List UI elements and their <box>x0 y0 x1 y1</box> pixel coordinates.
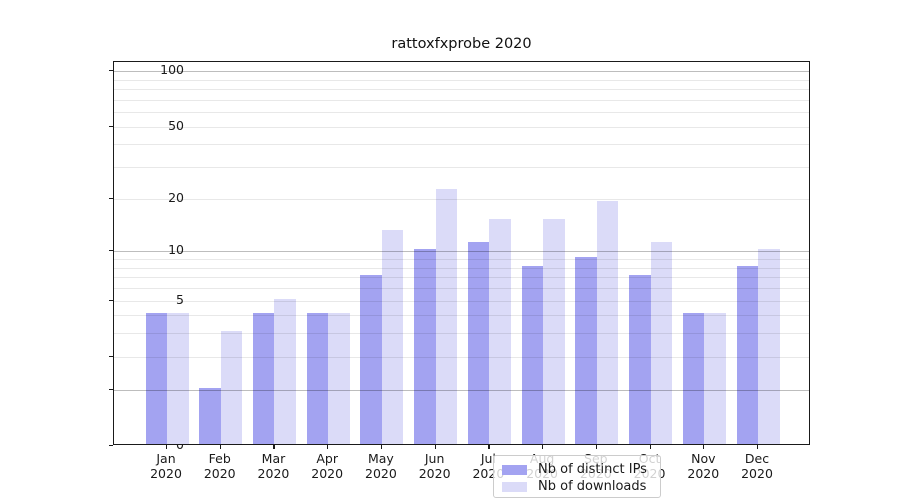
gridline-minor-20 <box>114 198 809 200</box>
gridline-major-1 <box>114 389 809 391</box>
bar-distinct-ips-jan <box>145 313 167 444</box>
gridline-minor-7 <box>114 277 809 279</box>
bar-distinct-ips-nov <box>682 313 705 444</box>
x-axis-tick-label-may: May 2020 <box>365 451 397 481</box>
gridline-minor-5 <box>114 300 809 302</box>
x-axis-tick-mark-sep <box>595 445 598 449</box>
y-axis-tick-label-100: 100 <box>160 62 184 78</box>
bar-distinct-ips-oct <box>629 275 651 444</box>
bar-downloads-aug <box>543 218 565 444</box>
gridline-minor-50 <box>114 126 809 128</box>
x-axis-tick-mark-oct <box>649 445 651 449</box>
bar-distinct-ips-mar <box>252 313 275 444</box>
bar-downloads-may <box>381 229 404 444</box>
legend-swatch-downloads <box>502 481 527 492</box>
bar-distinct-ips-feb <box>199 387 221 444</box>
legend-label-distinct-ips: Nb of distinct IPs <box>538 462 647 477</box>
bar-downloads-jan <box>167 313 189 444</box>
bar-distinct-ips-aug <box>521 265 544 444</box>
bar-distinct-ips-sep <box>575 257 597 444</box>
y-axis-tick-label-0: 0 <box>176 437 184 452</box>
bar-downloads-dec <box>758 249 780 444</box>
x-axis-tick-mark-nov <box>703 445 705 449</box>
x-axis-tick-mark-jun <box>434 445 436 449</box>
gridline-major-10 <box>114 251 809 253</box>
bar-downloads-sep <box>596 200 619 444</box>
gridline-minor-8 <box>114 267 809 269</box>
x-axis-tick-label-apr: Apr 2020 <box>311 451 344 481</box>
y-axis-tick-mark-100 <box>109 70 113 72</box>
x-axis-tick-label-mar: Mar 2020 <box>257 451 290 481</box>
bar-distinct-ips-jul <box>467 242 490 444</box>
bar-downloads-apr <box>328 313 350 444</box>
legend-item-distinct-ips: Nb of distinct IPs <box>502 461 652 478</box>
legend-swatch-distinct-ips <box>502 464 527 475</box>
x-axis-tick-label-jan: Jan 2020 <box>150 451 182 481</box>
y-axis-tick-mark-0 <box>109 445 113 447</box>
gridline-minor-2 <box>114 356 809 358</box>
y-axis-tick-label-10: 10 <box>168 242 184 258</box>
bar-downloads-jul <box>489 218 511 444</box>
bar-distinct-ips-jun <box>414 249 436 444</box>
legend-item-downloads: Nb of downloads <box>502 478 652 495</box>
bars-layer <box>114 62 809 444</box>
bar-distinct-ips-dec <box>736 265 759 444</box>
chart-title: rattoxfxprobe 2020 <box>391 36 532 52</box>
x-axis-tick-label-nov: Nov 2020 <box>687 451 720 481</box>
bar-downloads-nov <box>704 313 726 444</box>
bar-downloads-feb <box>220 331 243 444</box>
bar-downloads-oct <box>650 242 673 444</box>
gridline-minor-3 <box>114 333 809 335</box>
gridline-minor-90 <box>114 79 809 81</box>
x-axis-tick-mark-dec <box>757 445 759 449</box>
y-axis-tick-mark-50 <box>109 125 113 127</box>
gridline-major-100 <box>114 71 809 73</box>
y-axis-tick-label-50: 50 <box>168 117 184 133</box>
gridline-minor-4 <box>114 315 809 317</box>
bar-distinct-ips-apr <box>306 313 329 444</box>
x-axis-tick-mark-jan <box>166 445 168 449</box>
gridline-minor-60 <box>114 112 809 114</box>
y-axis-tick-mark-10 <box>109 250 113 252</box>
gridline-minor-30 <box>114 167 809 169</box>
bar-downloads-jun <box>435 189 458 444</box>
x-axis-tick-mark-jul <box>488 445 490 449</box>
x-axis-tick-mark-apr <box>327 445 329 449</box>
x-axis-tick-label-feb: Feb 2020 <box>203 451 236 481</box>
gridline-minor-6 <box>114 287 809 289</box>
bar-downloads-mar <box>274 298 296 444</box>
y-axis-tick-label-20: 20 <box>168 189 184 205</box>
y-axis-tick-mark-2 <box>109 355 113 357</box>
gridline-minor-80 <box>114 89 809 91</box>
legend-label-downloads: Nb of downloads <box>538 479 647 494</box>
gridline-minor-40 <box>114 144 809 146</box>
x-axis-tick-label-jun: Jun 2020 <box>418 451 451 481</box>
x-axis-tick-label-dec: Dec 2020 <box>741 451 773 481</box>
plot-area: Nb of distinct IPs Nb of downloads <box>113 61 810 498</box>
y-axis-tick-label-5: 5 <box>176 291 184 307</box>
y-axis-tick-mark-20 <box>109 197 113 199</box>
gridline-minor-9 <box>114 259 809 261</box>
y-axis-tick-mark-5 <box>109 299 113 301</box>
gridline-minor-70 <box>114 99 809 101</box>
bar-distinct-ips-may <box>360 275 382 444</box>
grid-layer <box>114 62 809 444</box>
x-axis-tick-mark-mar <box>273 445 275 449</box>
x-axis-tick-mark-may <box>380 445 383 449</box>
y-axis-tick-mark-1 <box>109 388 113 390</box>
x-axis-tick-mark-feb <box>219 445 221 449</box>
legend: Nb of distinct IPs Nb of downloads <box>493 455 661 498</box>
x-axis-tick-mark-aug <box>542 445 544 449</box>
